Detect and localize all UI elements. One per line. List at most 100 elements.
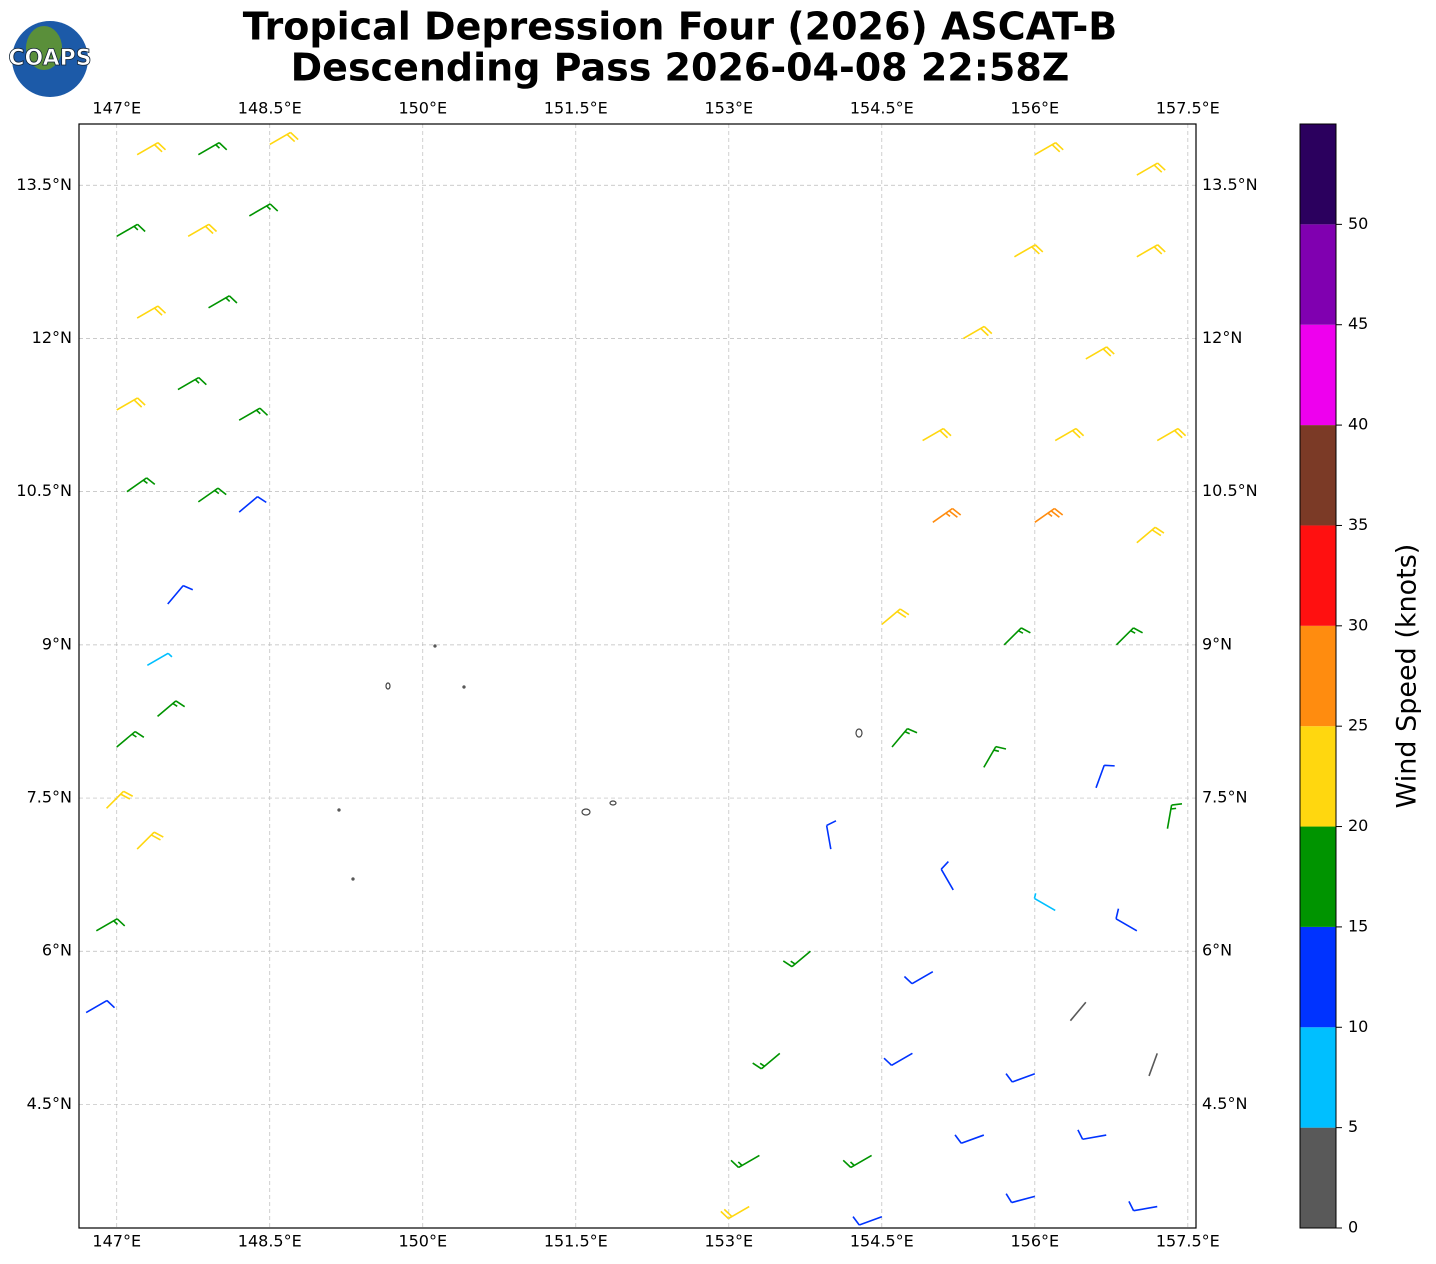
x-tick-label: 147°E [92,1232,141,1251]
wind-barb [1005,1073,1036,1083]
colorbar-segment [1300,525,1336,626]
wind-barb [1014,244,1044,258]
wind-barb [1128,1201,1158,1212]
wind-barb [1085,346,1115,360]
wind-barb [730,1154,760,1169]
title-line: Descending Pass 2026-04-08 22:58Z [291,46,1070,90]
wind-barb [1077,1129,1107,1141]
wind-barb [197,487,227,503]
colorbar-tick-label: 45 [1348,314,1368,333]
wind-barb [1069,1001,1087,1022]
x-tick-label: 148.5°E [238,99,302,118]
wind-barb [197,141,228,156]
wind-barb [883,1052,913,1067]
wind-barb [248,203,279,217]
wind-barb [208,295,238,309]
wind-barb [1095,764,1115,789]
colorbar-tick-label: 35 [1348,515,1368,534]
y-tick-label: 7.5°N [27,788,72,807]
colorbar-tick-label: 40 [1348,415,1368,434]
wind-barb [1166,803,1183,829]
wind-barb [116,397,146,411]
y-tick-label: 6°N [42,941,72,960]
wind-barb [1136,526,1165,544]
title-line: Tropical Depression Four (2026) ASCAT-B [243,5,1117,49]
y-tick-label: 12°N [1202,328,1242,347]
wind-barb [1156,427,1187,442]
x-tick-label: 156°E [1010,99,1059,118]
x-tick-label: 156°E [1010,1232,1059,1251]
colorbar-tick-label: 10 [1348,1017,1368,1036]
colorbar-tick-label: 30 [1348,615,1368,634]
y-tick-label: 9°N [42,634,72,653]
logo-text: COAPS [8,46,91,71]
colorbar-tick-label: 50 [1348,214,1368,233]
y-tick-label: 12°N [32,328,72,347]
wind-barb [269,131,299,146]
wind-barb [1136,244,1166,258]
x-tick-label: 151.5°E [544,99,608,118]
wind-barb [903,970,934,985]
wind-barb [1148,1053,1158,1077]
y-tick-label: 6°N [1202,941,1232,960]
wind-barb [1005,1193,1036,1204]
wind-barb [157,700,186,717]
colorbar-segment [1300,1027,1336,1128]
x-tick-label: 147°E [92,99,141,118]
colorbar-segment [1300,625,1336,727]
y-tick-label: 4.5°N [27,1094,72,1113]
wind-barb [116,730,145,748]
wind-barb [105,790,134,809]
wind-barb [187,223,218,238]
logo-land [26,26,62,70]
wind-barb [825,820,837,850]
x-tick-label: 157.5°E [1156,1232,1220,1251]
wind-barb [1054,427,1085,442]
y-tick-label: 13.5°N [1202,175,1258,194]
wind-barb [852,1216,883,1226]
map-frame [78,123,1197,1229]
colorbar-tick-label: 20 [1348,816,1368,835]
wind-barb [1003,627,1031,646]
wind-barb [922,427,952,442]
x-tick-label: 150°E [398,99,447,118]
y-tick-label: 10.5°N [16,481,72,500]
wind-barb [891,727,918,748]
wind-barb [238,407,269,421]
x-tick-label: 154.5°E [850,99,914,118]
wind-barb [136,141,167,156]
grid [79,124,1196,1228]
colorbar-tick-label: 15 [1348,916,1368,935]
wind-barb [954,1134,985,1145]
wind-barb [932,507,962,523]
colorbar-segment [1300,1127,1336,1228]
colorbar-tick-label: 0 [1348,1218,1358,1237]
colorbar-tick-label: 5 [1348,1117,1358,1136]
colorbar-frame [1299,123,1337,1229]
wind-barb [842,1154,873,1169]
wind-barb [1034,141,1064,156]
wind-barb [983,745,1007,768]
wind-barb [85,999,116,1014]
colorbar-segment [1300,324,1336,426]
colorbar-segment [1300,124,1336,225]
wind-barb [940,861,954,891]
wind-barb [720,1205,750,1220]
wind-barb [963,325,993,340]
x-tick-label: 153°E [704,99,753,118]
x-tick-label: 150°E [398,1232,447,1251]
wind-barb [167,584,194,605]
wind-barb [136,831,164,850]
wind-barb [1034,507,1064,523]
colorbar-segment [1300,425,1336,526]
y-tick-label: 13.5°N [16,175,72,194]
wind-barb [126,477,156,493]
wind-barb [146,652,173,666]
y-tick-label: 10.5°N [1202,481,1258,500]
wind-barb [238,495,267,513]
y-tick-label: 4.5°N [1202,1094,1247,1113]
y-tick-label: 9°N [1202,634,1232,653]
islands [337,644,863,881]
wind-barb [95,918,126,932]
